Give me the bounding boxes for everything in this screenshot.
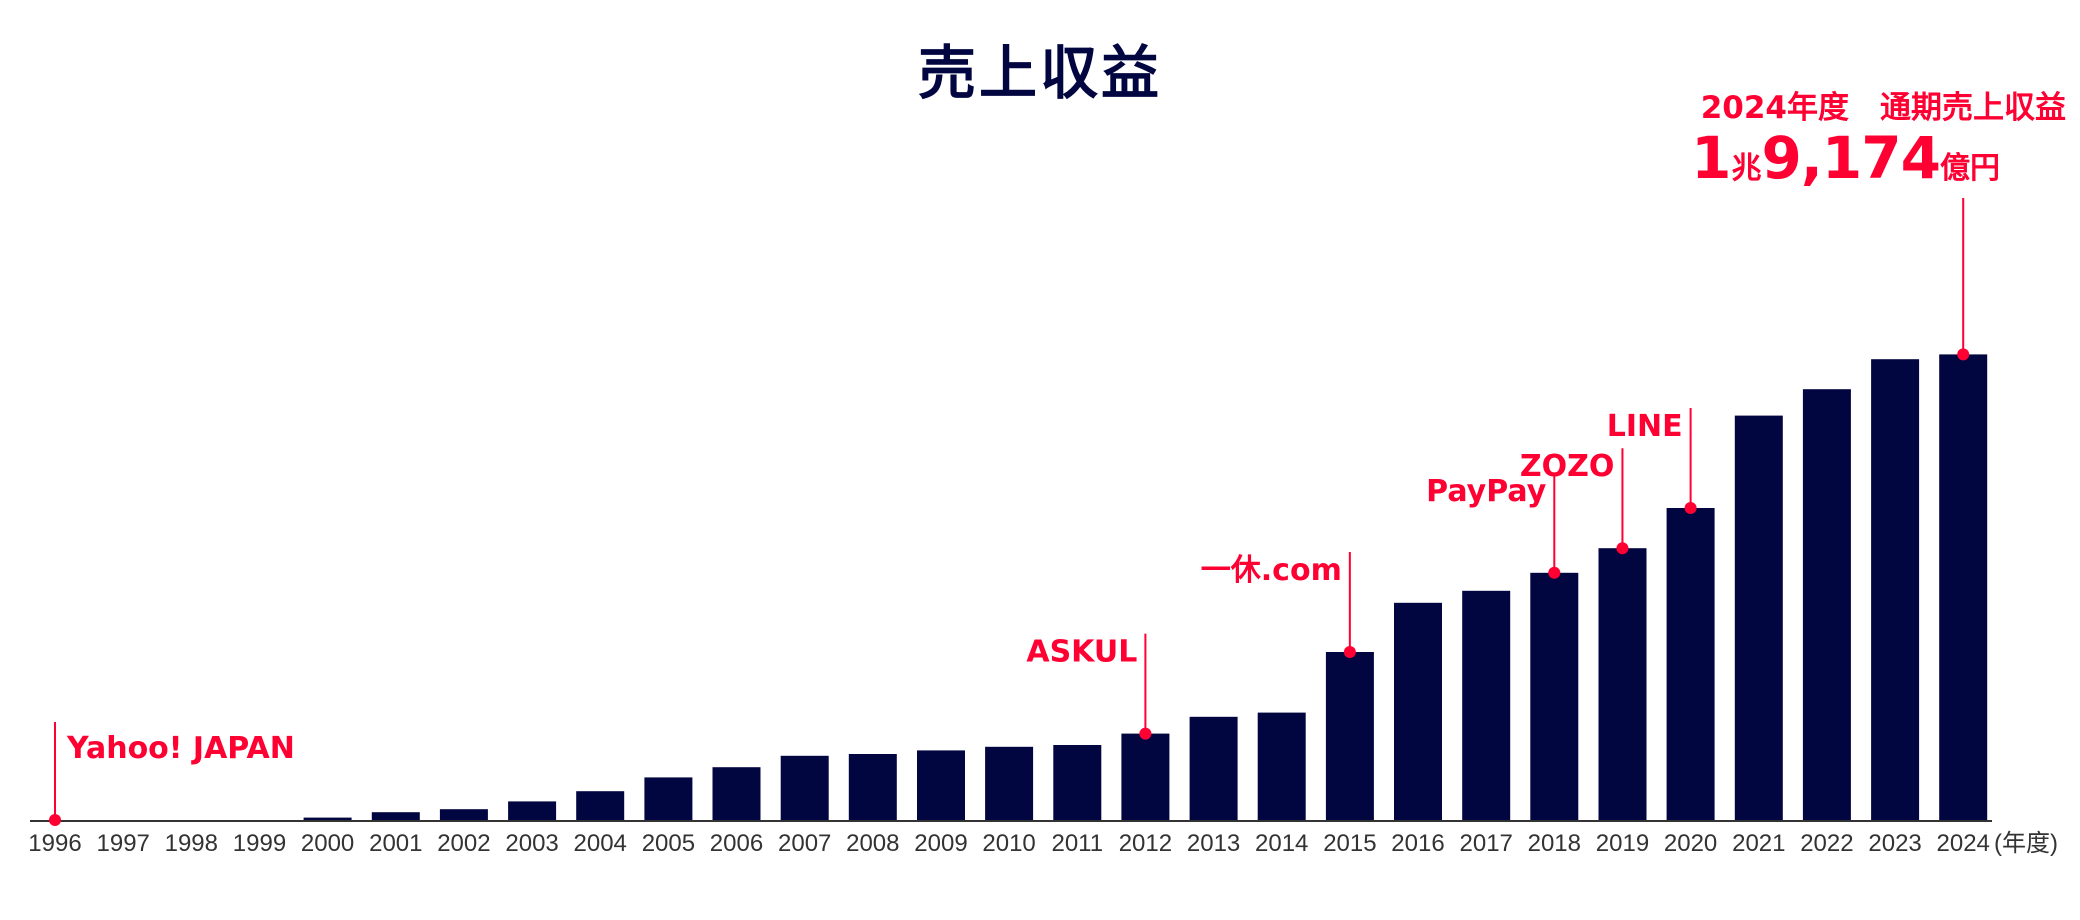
bar-2020 <box>1666 508 1715 820</box>
highlight-unit-trillion: 兆 <box>1731 151 1762 186</box>
x-tick-label-2002: 2002 <box>437 830 490 857</box>
bar-2024 <box>1939 354 1988 820</box>
x-tick-label-2012: 2012 <box>1119 830 1172 857</box>
x-tick-label-2021: 2021 <box>1732 830 1785 857</box>
x-tick-label-1996: 1996 <box>28 830 81 857</box>
x-tick-label-1999: 1999 <box>233 830 286 857</box>
bar-2014 <box>1257 712 1306 820</box>
bar-2012 <box>1121 733 1170 820</box>
annotation-label-2015: 一休.com <box>1201 553 1342 588</box>
bar-2010 <box>985 746 1034 820</box>
bar-2022 <box>1802 389 1851 820</box>
x-tick-label-2004: 2004 <box>574 830 627 857</box>
x-tick-label-2022: 2022 <box>1800 830 1853 857</box>
bar-2007 <box>780 755 829 820</box>
x-tick-label-2024: 2024 <box>1937 830 1990 857</box>
x-tick-label-2018: 2018 <box>1528 830 1581 857</box>
x-tick-label-2014: 2014 <box>1255 830 1308 857</box>
x-tick-label-2023: 2023 <box>1868 830 1921 857</box>
highlight-unit-hundred-million: 億円 <box>1940 151 2000 186</box>
annotation-dot-2018 <box>1548 566 1561 579</box>
x-tick-label-2020: 2020 <box>1664 830 1717 857</box>
highlight-number-trillion: 1 <box>1691 124 1732 192</box>
bars-group <box>303 354 1988 820</box>
annotation-dot-2019 <box>1616 542 1629 555</box>
annotation-label-1996: Yahoo! JAPAN <box>66 731 295 766</box>
x-tick-label-2017: 2017 <box>1460 830 1513 857</box>
highlight-heading: 2024年度 通期売上収益 <box>1700 90 2066 126</box>
x-tick-label-2000: 2000 <box>301 830 354 857</box>
x-tick-label-2016: 2016 <box>1391 830 1444 857</box>
x-tick-label-1997: 1997 <box>97 830 150 857</box>
x-tick-label-2013: 2013 <box>1187 830 1240 857</box>
x-tick-label-2008: 2008 <box>846 830 899 857</box>
bar-2011 <box>1053 745 1102 820</box>
x-tick-label-2010: 2010 <box>982 830 1035 857</box>
x-tick-label-2009: 2009 <box>914 830 967 857</box>
bar-2018 <box>1530 572 1579 820</box>
bar-2009 <box>917 750 965 820</box>
bar-2019 <box>1598 548 1647 820</box>
annotation-label-2019: ZOZO <box>1520 449 1615 484</box>
chart-title: 売上収益 <box>917 39 1162 107</box>
highlight-number-hundred-million: 9,174 <box>1761 124 1941 192</box>
x-tick-label-2011: 2011 <box>1051 830 1103 857</box>
bar-2005 <box>644 777 693 820</box>
annotation-dot-2024 <box>1957 348 1970 361</box>
bar-2002 <box>439 809 488 820</box>
x-tick-label-2005: 2005 <box>642 830 695 857</box>
annotation-dot-1996 <box>49 814 61 826</box>
annotation-dot-2020 <box>1684 502 1697 514</box>
annotation-dot-2015 <box>1343 646 1356 658</box>
bar-2008 <box>848 754 897 820</box>
bar-2000 <box>303 817 352 820</box>
bar-2015 <box>1325 652 1374 820</box>
x-tick-label-2006: 2006 <box>710 830 763 857</box>
x-tick-label-2007: 2007 <box>778 830 831 857</box>
x-tick-label-2001: 2001 <box>369 830 422 857</box>
bar-2013 <box>1189 716 1238 820</box>
x-tick-label-1998: 1998 <box>165 830 218 857</box>
x-tick-label-2015: 2015 <box>1323 830 1376 857</box>
bar-2023 <box>1871 359 1920 820</box>
annotation-label-2018: PayPay <box>1426 474 1547 509</box>
x-axis-unit-label: (年度) <box>1994 830 2058 857</box>
annotation-label-2020: LINE <box>1607 409 1683 444</box>
annotation-label-2012: ASKUL <box>1026 635 1137 670</box>
bar-2001 <box>371 812 420 820</box>
bar-2006 <box>712 767 761 820</box>
bar-2004 <box>576 791 625 820</box>
x-tick-labels: 1996 1997 1998 1999 2000 2001 2002 2003 2004 2005… <box>28 830 1990 857</box>
highlight-value: 1兆9,174億円 <box>1686 124 2000 192</box>
annotation-dot-2012 <box>1139 727 1152 740</box>
x-tick-label-2019: 2019 <box>1596 830 1649 857</box>
x-tick-label-2003: 2003 <box>505 830 558 857</box>
bar-2016 <box>1394 602 1442 820</box>
bar-2017 <box>1462 590 1511 820</box>
bar-2021 <box>1734 415 1783 820</box>
bar-2003 <box>508 801 557 820</box>
